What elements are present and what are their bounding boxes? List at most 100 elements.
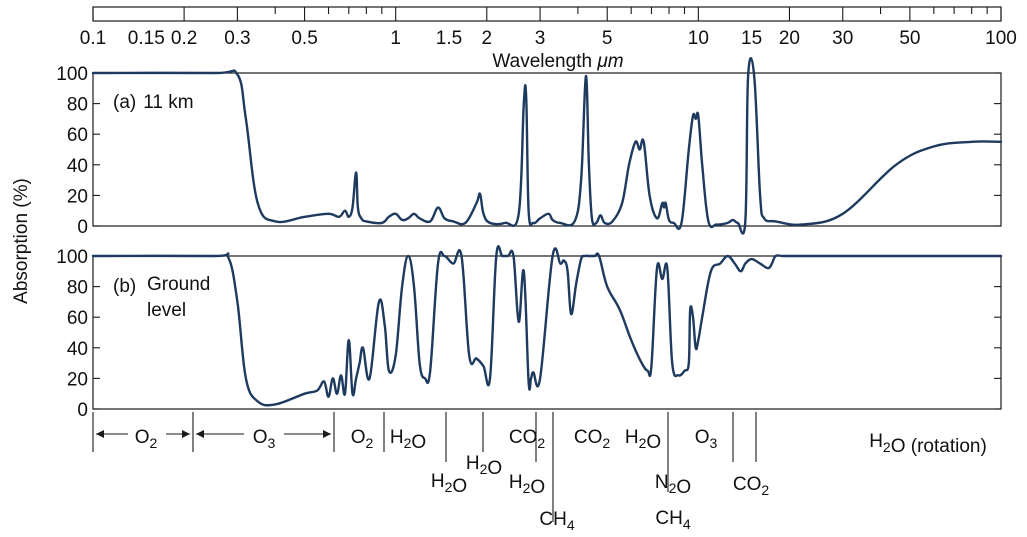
panel-b-label-line2: level bbox=[147, 300, 186, 321]
gas-label-subscript: 4 bbox=[683, 516, 691, 532]
gas-band-label: CH4 bbox=[655, 508, 690, 532]
series-line-11km bbox=[91, 57, 1003, 235]
y-tick-label: 0 bbox=[77, 217, 88, 238]
y-axis-label: Absorption (%) bbox=[11, 178, 32, 304]
y-tick-label: 100 bbox=[56, 247, 88, 268]
wavelength-scale-bar bbox=[92, 6, 1002, 22]
wavelength-tick-label: 5 bbox=[602, 28, 613, 49]
y-tick-label: 100 bbox=[56, 64, 88, 85]
y-tick-label: 40 bbox=[67, 156, 88, 177]
gas-label-text: CH bbox=[539, 509, 566, 530]
gas-band-label: CO2 bbox=[733, 474, 770, 498]
series-line-ground-level bbox=[91, 245, 1003, 407]
gas-band-label: H2O bbox=[431, 471, 467, 497]
gas-label-text: O (rotation) bbox=[891, 436, 987, 457]
gas-band-arrowhead bbox=[196, 430, 204, 438]
gas-band-arrowhead bbox=[182, 430, 190, 438]
gas-band-label: O3 bbox=[695, 427, 718, 451]
y-tick-label: 40 bbox=[67, 339, 88, 360]
gas-label-text: H bbox=[509, 472, 523, 493]
wavelength-tick-label: 20 bbox=[779, 28, 800, 49]
wavelength-tick-label: 10 bbox=[688, 28, 709, 49]
gas-label-text: O bbox=[411, 432, 426, 453]
gas-label-subscript: 2 bbox=[669, 480, 677, 496]
wavelength-tick-label: 30 bbox=[832, 28, 853, 49]
gas-label-subscript: 2 bbox=[523, 480, 531, 496]
wavelength-tick-label: 3 bbox=[535, 28, 546, 49]
gas-band-arrowhead bbox=[96, 430, 104, 438]
y-tick-label: 20 bbox=[67, 369, 88, 390]
gas-label-text: O bbox=[676, 477, 691, 498]
wavelength-tick-label: 0.2 bbox=[171, 28, 197, 49]
wavelength-tick-label: 0.1 bbox=[80, 28, 106, 49]
gas-band-label: H2O (rotation) bbox=[869, 431, 987, 457]
gas-label-text: O bbox=[135, 427, 150, 448]
wavelength-ticks bbox=[92, 7, 1002, 21]
gas-label-subscript: 4 bbox=[567, 517, 575, 533]
wavelength-tick-labels: 0.1 0.15 0.2 0.3 0.5 1 1.5 2 3 5 10 15 20 30 50 100 bbox=[80, 28, 1017, 49]
y-tick-label: 20 bbox=[67, 186, 88, 207]
y-tick-label: 60 bbox=[67, 125, 88, 146]
gas-band-label: H2O bbox=[509, 472, 545, 498]
wavelength-tick-label: 1 bbox=[390, 28, 401, 49]
gas-label-subscript: 2 bbox=[639, 435, 647, 451]
panel-a-label: (a) 11 km bbox=[113, 92, 194, 113]
y-tick-label: 80 bbox=[67, 278, 88, 299]
gas-label-subscript: 2 bbox=[480, 461, 488, 477]
panel-b-frame bbox=[92, 255, 1002, 410]
y-tick-label: 0 bbox=[77, 400, 88, 421]
gas-band-label: CO2 bbox=[509, 427, 546, 451]
wavelength-tick-label: 2 bbox=[481, 28, 492, 49]
gas-label-text: CO bbox=[574, 427, 603, 448]
gas-label-text: O bbox=[351, 427, 366, 448]
y-tick-label: 80 bbox=[67, 95, 88, 116]
gas-label-text: O bbox=[646, 432, 661, 453]
x-axis-label: Wavelength μm bbox=[492, 51, 623, 72]
gas-label-text: O bbox=[452, 476, 467, 497]
gas-label-subscript: 2 bbox=[404, 435, 412, 451]
gas-band-label: H2O bbox=[625, 427, 661, 453]
gas-band-arrowhead bbox=[323, 430, 331, 438]
gas-label-subscript: 2 bbox=[602, 435, 610, 451]
gas-band-label: H2O bbox=[390, 427, 426, 453]
wavelength-tick-label: 50 bbox=[899, 28, 920, 49]
gas-band-label: CH4 bbox=[539, 509, 574, 533]
gas-label-text: H bbox=[431, 471, 445, 492]
panel-a-frame bbox=[92, 72, 1002, 227]
gas-band-label: N2O bbox=[655, 472, 691, 498]
gas-label-text: O bbox=[487, 458, 502, 479]
gas-label-text: O bbox=[253, 427, 268, 448]
gas-label-subscript: 2 bbox=[537, 435, 545, 451]
wavelength-tick-label: 0.3 bbox=[224, 28, 250, 49]
y-axis-ticks bbox=[93, 72, 1001, 410]
gas-band-labels: H2O (rotation)O2 O3 O2 H2OH2OH2OCO2H2OCH4CO… bbox=[135, 427, 987, 533]
gas-band-label: CO2 bbox=[574, 427, 611, 451]
gas-label-text: CH bbox=[655, 508, 682, 529]
gas-label-text: CO bbox=[733, 474, 762, 495]
gas-label-subscript: 2 bbox=[149, 435, 157, 451]
wavelength-tick-label: 0.15 bbox=[128, 28, 165, 49]
gas-label-text: H bbox=[466, 453, 480, 474]
gas-band-dividers bbox=[92, 412, 757, 522]
gas-label-text: H bbox=[390, 427, 404, 448]
gas-label-subscript: 2 bbox=[365, 435, 373, 451]
gas-label-text: O bbox=[695, 427, 710, 448]
gas-label-text: H bbox=[869, 431, 883, 452]
gas-label-text: N bbox=[655, 472, 669, 493]
gas-label-text: O bbox=[530, 477, 545, 498]
wavelength-tick-label: 0.5 bbox=[291, 28, 317, 49]
gas-band-arrows bbox=[96, 430, 331, 438]
panel-b-label-line1: Ground bbox=[147, 274, 210, 295]
gas-label-text: H bbox=[625, 427, 639, 448]
gas-band-label: O3 bbox=[253, 427, 276, 451]
gas-band-label: O2 bbox=[135, 427, 158, 451]
y-axis-tick-labels: 0 20 40 60 80 100 0 20 40 60 80 100 bbox=[56, 64, 88, 421]
gas-label-subscript: 2 bbox=[761, 482, 769, 498]
panel-b-label-letter: (b) bbox=[113, 276, 136, 297]
gas-label-text: CO bbox=[509, 427, 538, 448]
y-tick-label: 60 bbox=[67, 308, 88, 329]
wavelength-tick-label: 100 bbox=[985, 28, 1017, 49]
wavelength-tick-label: 15 bbox=[741, 28, 762, 49]
gas-label-subscript: 2 bbox=[883, 439, 891, 455]
